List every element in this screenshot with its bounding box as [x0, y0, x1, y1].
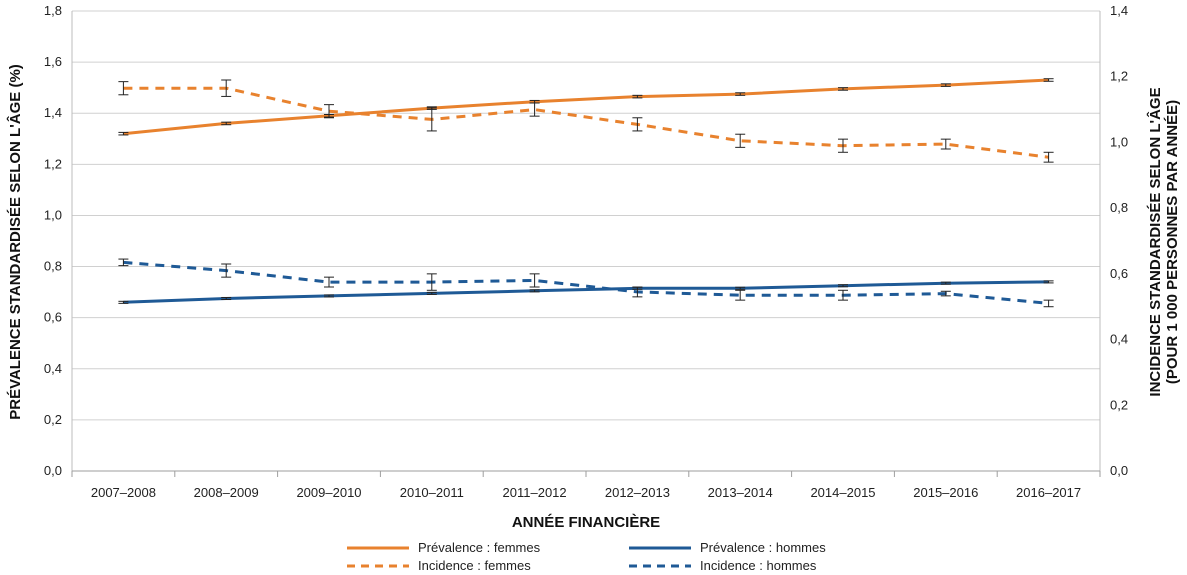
- error-bars: [118, 78, 1054, 308]
- y-right-tick-label: 0,0: [1110, 463, 1128, 478]
- y-axis-right-title-line1: INCIDENCE STANDARDISÉE SELON L'ÂGE: [1146, 87, 1164, 396]
- x-tick-label: 2010–2011: [400, 485, 464, 500]
- legend-label: Incidence : femmes: [418, 558, 531, 573]
- error-bar: [838, 284, 848, 288]
- error-bar: [735, 92, 746, 96]
- legend-label: Prévalence : hommes: [700, 540, 826, 555]
- x-tick-label: 2008–2009: [194, 485, 259, 500]
- error-bar: [529, 102, 540, 117]
- error-bar: [940, 290, 951, 297]
- y-left-tick-label: 1,0: [44, 207, 62, 222]
- y-right-tick-label: 1,0: [1110, 134, 1128, 149]
- error-bar: [632, 94, 643, 99]
- error-bar: [838, 138, 848, 153]
- legend-item-prevalence-hommes: Prévalence : hommes: [629, 540, 826, 555]
- error-bar: [1043, 280, 1054, 284]
- y-left-tick-label: 0,6: [44, 310, 62, 325]
- legend-label: Prévalence : femmes: [418, 540, 541, 555]
- x-tick-label: 2014–2015: [810, 485, 875, 500]
- y-left-tick-label: 1,4: [44, 105, 62, 120]
- error-bar: [426, 273, 437, 291]
- y-left-tick-label: 1,8: [44, 3, 62, 18]
- x-tick-label: 2015–2016: [913, 485, 978, 500]
- y-right-tick-label: 1,2: [1110, 69, 1128, 84]
- error-bar: [221, 121, 232, 126]
- y-left-tick-label: 1,2: [44, 156, 62, 171]
- error-bar: [324, 104, 334, 119]
- error-bar: [221, 296, 232, 301]
- error-bar: [940, 138, 951, 150]
- error-bar: [838, 289, 848, 301]
- y-right-tick-label: 0,6: [1110, 266, 1128, 281]
- y-right-tick-label: 0,4: [1110, 332, 1128, 347]
- x-tick-label: 2007–2008: [91, 485, 156, 500]
- x-tick-label: 2012–2013: [605, 485, 670, 500]
- error-bar: [735, 286, 746, 290]
- axes: 0,0 0,2 0,4 0,6 0,8 1,0 1,2 1,4 1,6 1,8 0,0 0,2 0,4 0…: [44, 3, 1128, 500]
- y-axis-left-title: PRÉVALENCE STANDARDISÉE SELON L'ÂGE (%): [6, 64, 24, 420]
- x-tick-label: 2009–2010: [296, 485, 361, 500]
- error-bar: [118, 131, 129, 136]
- error-bar: [426, 291, 437, 295]
- legend-item-prevalence-femmes: Prévalence : femmes: [347, 540, 541, 555]
- error-bar: [529, 289, 540, 293]
- series-line-2: [123, 280, 1049, 304]
- error-bar: [221, 263, 232, 278]
- series: [123, 78, 1049, 305]
- error-bar: [426, 107, 437, 132]
- gridlines: [72, 10, 1100, 472]
- x-tick-label: 2016–2017: [1016, 485, 1081, 500]
- y-right-tick-label: 1,4: [1110, 3, 1128, 18]
- error-bar: [632, 117, 643, 132]
- error-bar: [735, 133, 746, 148]
- legend-item-incidence-hommes: Incidence : hommes: [629, 558, 817, 573]
- y-left-tick-label: 0,2: [44, 412, 62, 427]
- error-bar: [1043, 299, 1054, 308]
- y-left-tick-label: 0,0: [44, 463, 62, 478]
- error-bar: [1043, 78, 1054, 82]
- y-right-tick-label: 0,8: [1110, 200, 1128, 215]
- y-left-tick-label: 1,6: [44, 54, 62, 69]
- error-bar: [324, 294, 334, 298]
- series-line-1: [123, 86, 1049, 159]
- error-bar: [940, 281, 951, 285]
- series-line-3: [123, 260, 1049, 305]
- error-bar: [324, 276, 334, 288]
- y-axis-right-title-line2: (POUR 1 000 PERSONNES PAR ANNÉE): [1164, 100, 1181, 384]
- error-bar: [118, 258, 129, 267]
- x-tick-label: 2013–2014: [708, 485, 773, 500]
- error-bar: [735, 289, 746, 301]
- error-bar: [118, 300, 129, 304]
- x-axis-title: ANNÉE FINANCIÈRE: [512, 514, 660, 531]
- y-left-tick-label: 0,8: [44, 259, 62, 274]
- legend-item-incidence-femmes: Incidence : femmes: [347, 558, 531, 573]
- error-bar: [118, 81, 129, 96]
- error-bar: [221, 79, 232, 97]
- error-bar: [940, 83, 951, 87]
- series-line-0: [123, 78, 1049, 136]
- error-bar: [632, 286, 643, 298]
- legend: Prévalence : femmes Incidence : femmes P…: [347, 540, 826, 573]
- y-right-tick-label: 0,2: [1110, 397, 1128, 412]
- error-bar: [838, 87, 848, 91]
- error-bar: [1043, 151, 1054, 163]
- legend-label: Incidence : hommes: [700, 558, 817, 573]
- y-left-tick-label: 0,4: [44, 361, 62, 376]
- x-tick-label: 2011–2012: [503, 485, 567, 500]
- error-bar: [529, 273, 540, 288]
